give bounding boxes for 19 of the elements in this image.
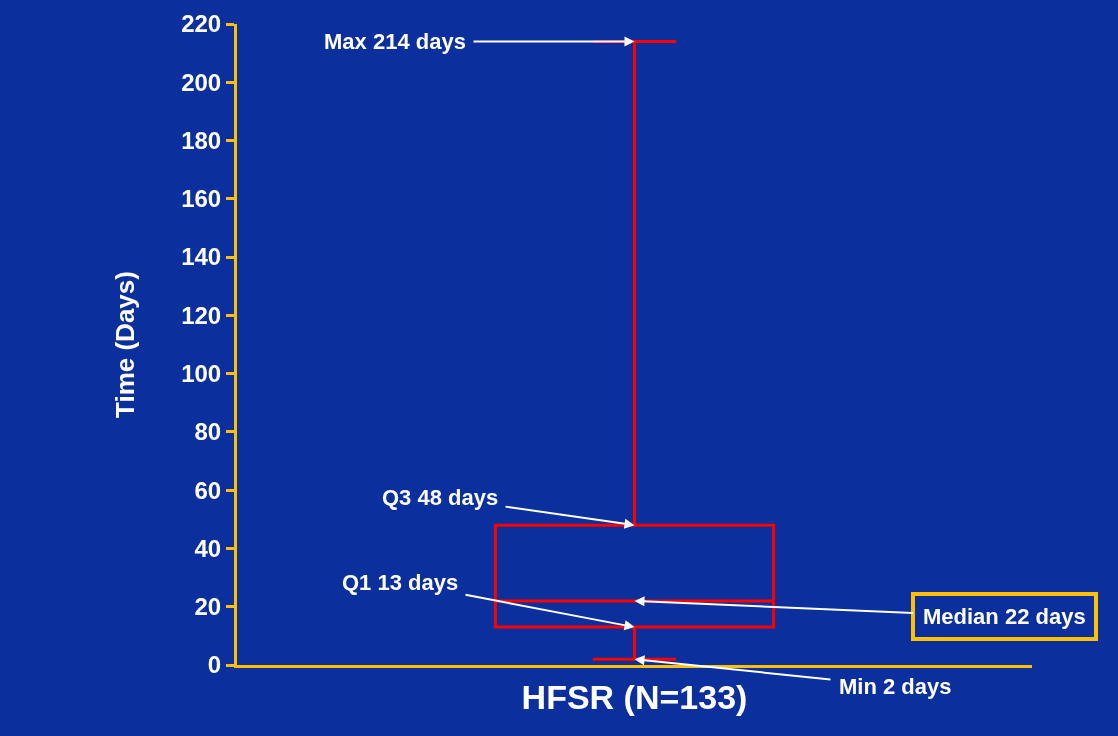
y-tick-label: 140 (181, 243, 222, 271)
y-tick-label: 20 (194, 593, 222, 621)
y-tick-label: 160 (181, 185, 222, 213)
y-tick-label: 60 (194, 476, 222, 504)
y-tick-label: 0 (207, 651, 222, 679)
annotation: Median 22 days (923, 604, 1086, 629)
y-tick-label: 200 (181, 68, 222, 96)
y-tick-label: 40 (194, 534, 222, 562)
y-tick-label: 180 (181, 126, 222, 154)
annotation: Max 214 days (324, 29, 466, 54)
y-tick-label: 120 (181, 301, 222, 329)
annotation: Q3 48 days (382, 485, 499, 510)
y-tick-label: 80 (194, 418, 222, 446)
annotation: Q1 13 days (342, 570, 459, 595)
y-tick-label: 220 (181, 10, 222, 38)
annotation: Min 2 days (839, 674, 952, 699)
x-tick-label: HFSR (N=133) (521, 677, 748, 716)
y-tick-label: 100 (181, 360, 222, 388)
y-axis-title: Time (Days) (109, 271, 140, 418)
